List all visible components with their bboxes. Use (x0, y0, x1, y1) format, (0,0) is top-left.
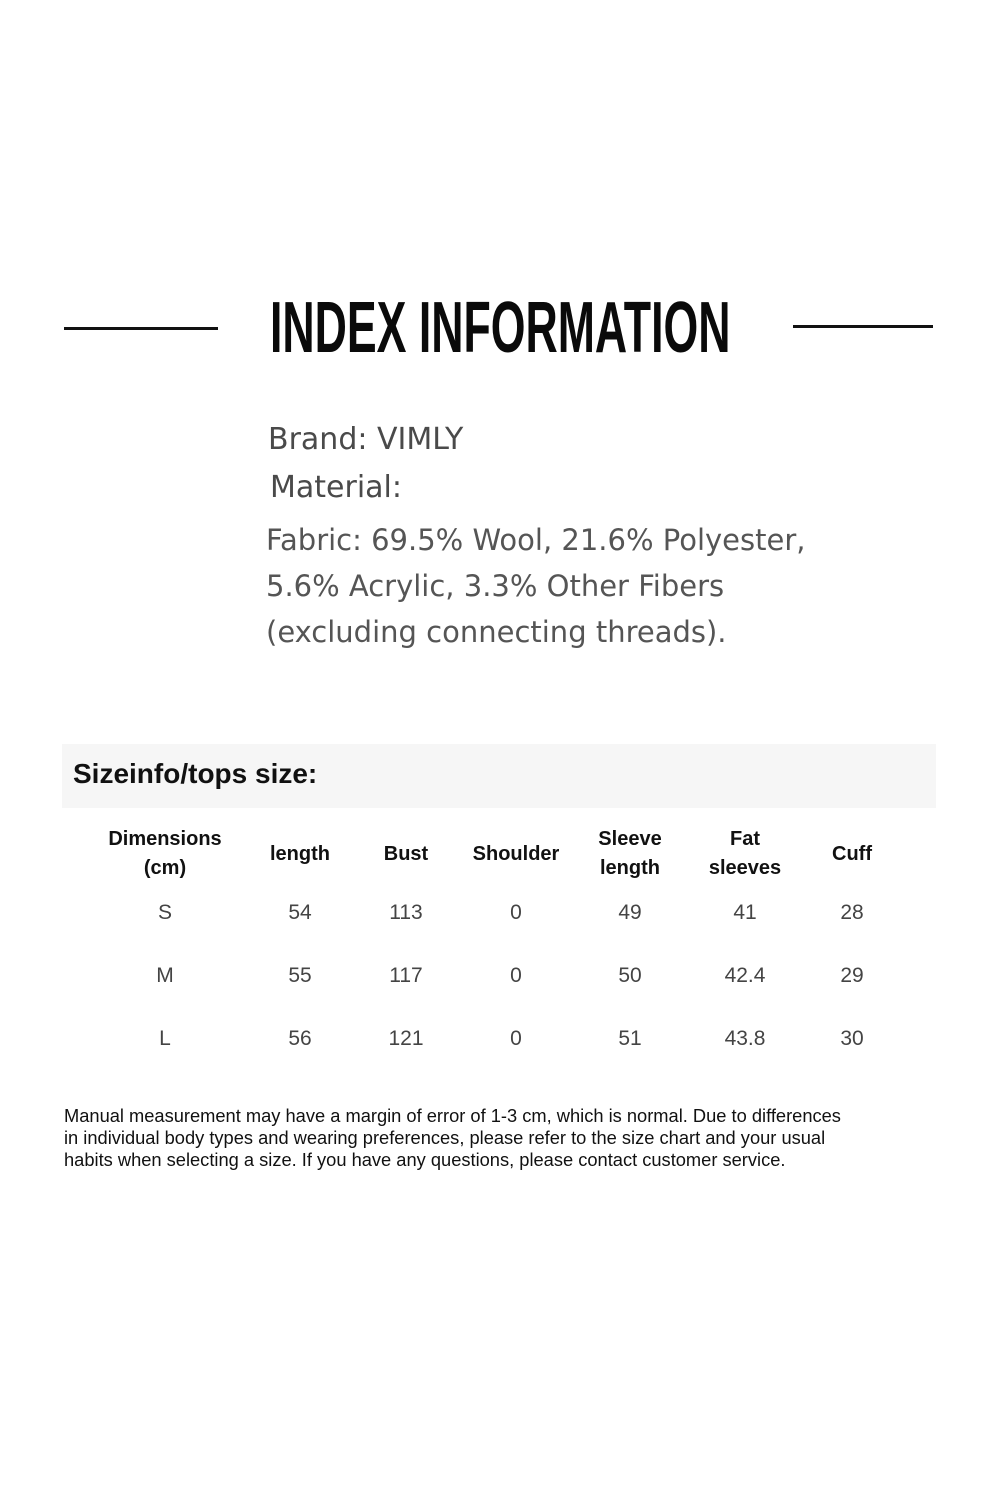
column-header-line: Cuff (832, 842, 872, 865)
note-line: habits when selecting a size. If you hav… (64, 1149, 786, 1170)
table-cell: 55 (288, 964, 312, 987)
column-header: Bust (336, 840, 476, 869)
table-cell: 113 (389, 901, 423, 924)
table-cell: 30 (840, 1027, 864, 1050)
size-table-heading: Sizeinfo/tops size: (73, 758, 318, 789)
table-cell: 28 (840, 901, 864, 924)
column-header-line: Bust (383, 842, 429, 865)
table-cell: 117 (389, 964, 423, 987)
table-cell: 0 (510, 1027, 522, 1050)
column-header-line: Sleeve (598, 828, 662, 850)
fabric-line: Fabric: 69.5% Wool, 21.6% Polyester, (266, 523, 806, 557)
table-cell: 50 (618, 964, 642, 987)
size-label-cell: L (159, 1027, 171, 1050)
column-header: Cuff (782, 840, 922, 869)
table-cell: 121 (388, 1027, 424, 1050)
column-header: Sleeve length (560, 825, 700, 883)
size-table-heading-band: Sizeinfo/tops size: (62, 744, 936, 808)
fabric-line: (excluding connecting threads). (266, 615, 727, 649)
column-header: Fat sleeves (675, 825, 815, 883)
column-header-line: Shoulder (472, 842, 560, 865)
table-cell: 49 (618, 901, 642, 924)
table-cell: 29 (840, 964, 864, 987)
column-header-line: length (600, 857, 660, 879)
brand-text: Brand: VIMLY (268, 422, 464, 457)
note-line: Manual measurement may have a margin of … (64, 1105, 841, 1126)
column-header: length (230, 840, 370, 869)
table-cell: 56 (288, 1027, 312, 1050)
column-header-line: length (270, 842, 330, 865)
table-cell: 42.4 (724, 964, 766, 987)
column-header-line: sleeves (708, 857, 782, 879)
column-header: Shoulder (446, 840, 586, 869)
size-label-cell: M (156, 964, 174, 987)
table-cell: 54 (288, 901, 312, 924)
column-header-line: Fat (730, 828, 760, 850)
column-header-line: Dimensions (108, 828, 222, 850)
title-rule-right (793, 325, 933, 328)
material-label: Material: (270, 470, 402, 505)
column-header-line: (cm) (143, 857, 187, 879)
title-rule-left (64, 327, 218, 330)
table-cell: 51 (618, 1027, 642, 1050)
page-title: INDEX INFORMATION (270, 292, 742, 364)
note-line: in individual body types and wearing pre… (64, 1127, 826, 1148)
table-cell: 0 (510, 964, 522, 987)
size-label-cell: S (157, 901, 172, 924)
fabric-line: 5.6% Acrylic, 3.3% Other Fibers (266, 569, 725, 603)
table-cell: 0 (510, 901, 522, 924)
table-cell: 41 (733, 901, 757, 924)
column-header: Dimensions (cm) (95, 825, 235, 883)
table-cell: 43.8 (724, 1027, 766, 1050)
page-title-text: INDEX INFORMATION (270, 288, 731, 368)
